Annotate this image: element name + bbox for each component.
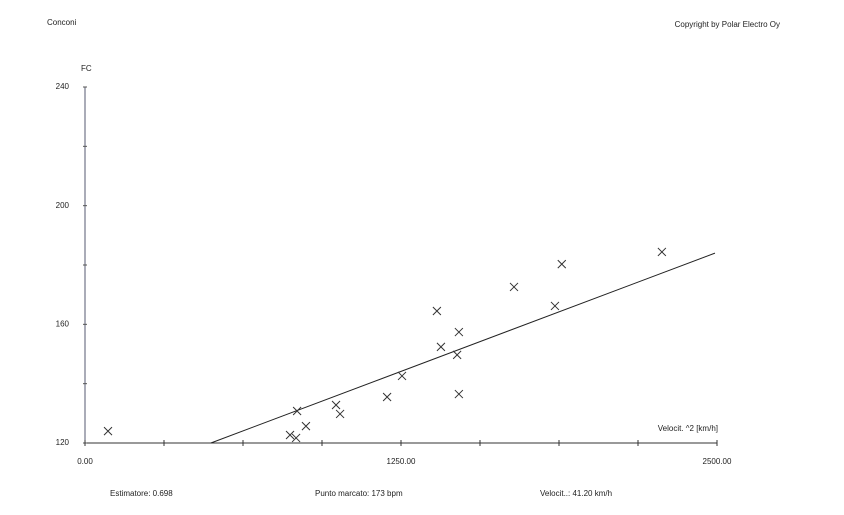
footer-text: Estimatore: 0.698 bbox=[110, 489, 173, 498]
y-tick-label: 160 bbox=[56, 319, 70, 328]
x-tick-label: 2500.00 bbox=[703, 457, 732, 466]
point bbox=[335, 409, 345, 419]
y-tick-label: 120 bbox=[56, 438, 70, 447]
copyright: Copyright by Polar Electro Oy bbox=[675, 20, 780, 29]
point bbox=[452, 350, 462, 360]
point bbox=[331, 400, 341, 410]
point bbox=[557, 259, 567, 269]
point bbox=[454, 389, 464, 399]
y-axis-label: FC bbox=[81, 64, 92, 73]
y-tick-label: 240 bbox=[56, 82, 70, 91]
x-tick-label: 0.00 bbox=[77, 457, 93, 466]
x-axis-label: Velocit. ^2 [km/h] bbox=[658, 424, 718, 433]
chart-title: Conconi bbox=[47, 18, 77, 27]
point bbox=[436, 342, 446, 352]
point bbox=[397, 371, 407, 381]
point bbox=[301, 421, 311, 431]
point bbox=[291, 433, 301, 443]
point bbox=[382, 392, 392, 402]
x-tick-label: 1250.00 bbox=[387, 457, 416, 466]
point bbox=[432, 306, 442, 316]
footer-text: Punto marcato: 173 bpm bbox=[315, 489, 403, 498]
point bbox=[103, 426, 113, 436]
point bbox=[657, 247, 667, 257]
point bbox=[285, 430, 295, 440]
point bbox=[550, 301, 560, 311]
footer-text: Velocit..: 41.20 km/h bbox=[540, 489, 612, 498]
point bbox=[292, 406, 302, 416]
point bbox=[509, 282, 519, 292]
y-tick-label: 200 bbox=[56, 201, 70, 210]
fit-line bbox=[210, 252, 716, 444]
point bbox=[454, 327, 464, 337]
